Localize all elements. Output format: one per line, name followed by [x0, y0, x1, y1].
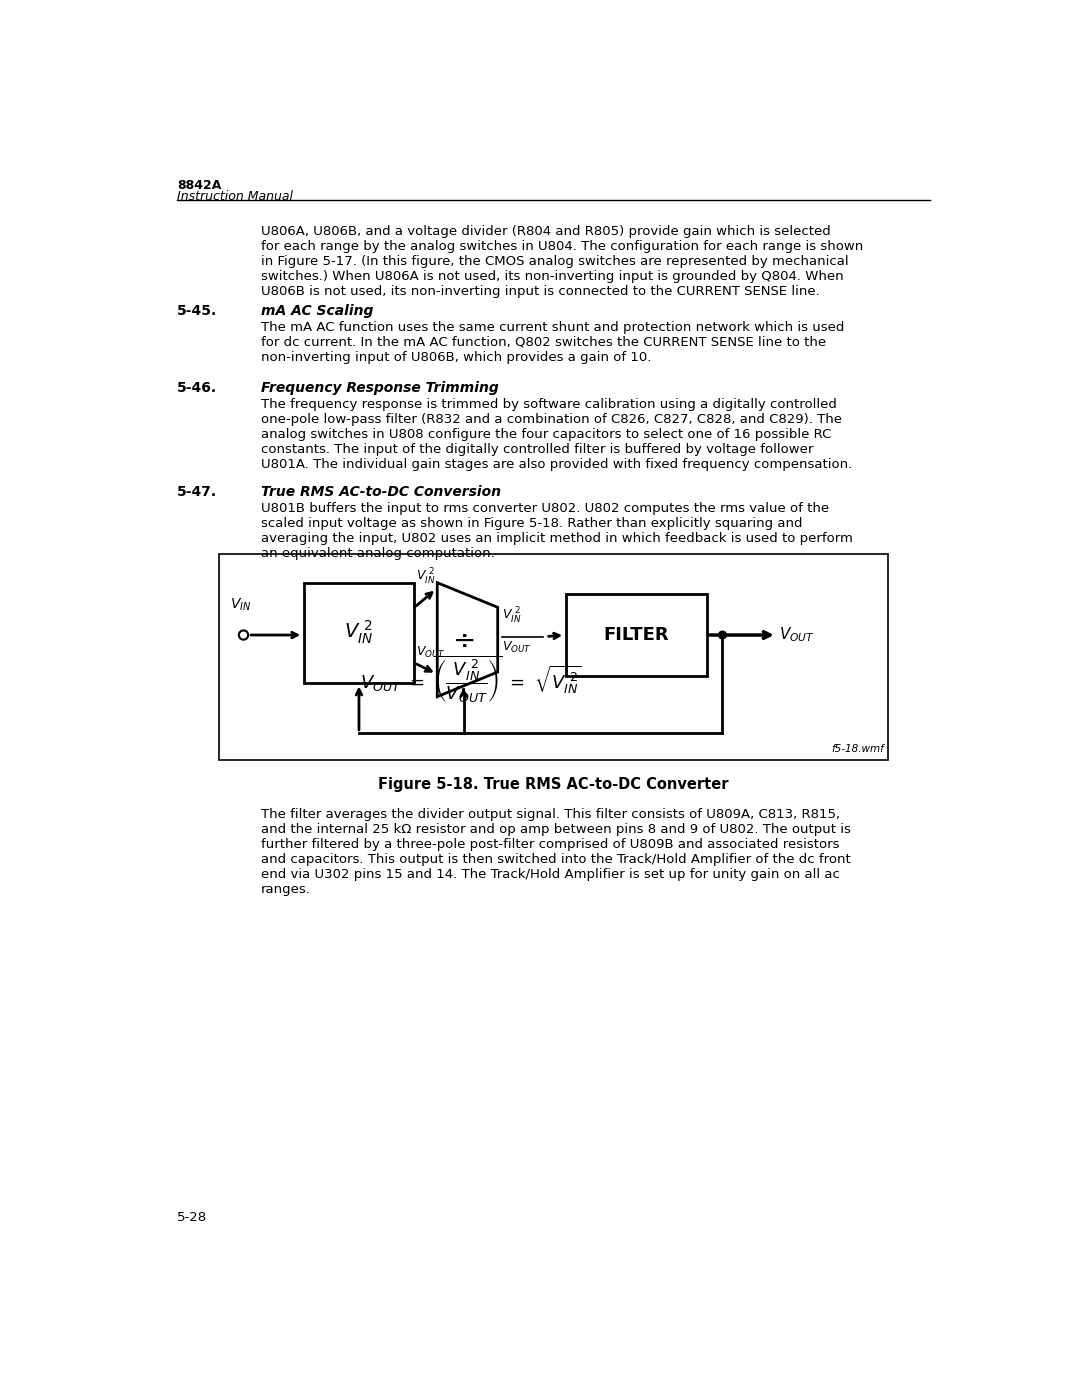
- Text: for each range by the analog switches in U804. The configuration for each range : for each range by the analog switches in…: [260, 240, 863, 253]
- Text: $V_{IN}^{\ 2}$: $V_{IN}^{\ 2}$: [502, 606, 522, 626]
- Text: an equivalent analog computation.: an equivalent analog computation.: [260, 546, 495, 560]
- Circle shape: [718, 631, 727, 638]
- Text: 5-46.: 5-46.: [177, 381, 217, 395]
- Bar: [303, 583, 414, 683]
- Text: $V_{OUT}$: $V_{OUT}$: [779, 626, 815, 644]
- Text: $V_{IN}^{\ 2}$: $V_{IN}^{\ 2}$: [345, 619, 374, 647]
- Text: $\div$: $\div$: [453, 626, 475, 654]
- Text: and the internal 25 kΩ resistor and op amp between pins 8 and 9 of U802. The out: and the internal 25 kΩ resistor and op a…: [260, 823, 850, 835]
- Bar: [566, 594, 707, 676]
- Text: $V_{OUT}$: $V_{OUT}$: [416, 644, 446, 659]
- Text: True RMS AC-to-DC Conversion: True RMS AC-to-DC Conversion: [260, 485, 500, 499]
- Text: f5-18.wmf: f5-18.wmf: [831, 743, 883, 753]
- Text: FILTER: FILTER: [604, 626, 670, 644]
- Text: $V_{IN}^{\ 2}$: $V_{IN}^{\ 2}$: [416, 566, 435, 587]
- Bar: [218, 555, 888, 760]
- Text: averaging the input, U802 uses an implicit method in which feedback is used to p: averaging the input, U802 uses an implic…: [260, 532, 852, 545]
- Text: Figure 5-18. True RMS AC-to-DC Converter: Figure 5-18. True RMS AC-to-DC Converter: [378, 777, 729, 792]
- Text: non-inverting input of U806B, which provides a gain of 10.: non-inverting input of U806B, which prov…: [260, 351, 651, 363]
- Text: end via U302 pins 15 and 14. The Track/Hold Amplifier is set up for unity gain o: end via U302 pins 15 and 14. The Track/H…: [260, 868, 839, 880]
- Text: U801A. The individual gain stages are also provided with fixed frequency compens: U801A. The individual gain stages are al…: [260, 458, 852, 471]
- Text: one-pole low-pass filter (R832 and a combination of C826, C827, C828, and C829).: one-pole low-pass filter (R832 and a com…: [260, 414, 841, 426]
- Text: switches.) When U806A is not used, its non-inverting input is grounded by Q804. : switches.) When U806A is not used, its n…: [260, 271, 843, 284]
- Text: in Figure 5-17. (In this figure, the CMOS analog switches are represented by mec: in Figure 5-17. (In this figure, the CMO…: [260, 256, 848, 268]
- Text: U806A, U806B, and a voltage divider (R804 and R805) provide gain which is select: U806A, U806B, and a voltage divider (R80…: [260, 225, 831, 239]
- Text: The filter averages the divider output signal. This filter consists of U809A, C8: The filter averages the divider output s…: [260, 807, 839, 820]
- Text: analog switches in U808 configure the four capacitors to select one of 16 possib: analog switches in U808 configure the fo…: [260, 427, 831, 441]
- Text: mA AC Scaling: mA AC Scaling: [260, 305, 373, 319]
- Text: U801B buffers the input to rms converter U802. U802 computes the rms value of th: U801B buffers the input to rms converter…: [260, 502, 828, 515]
- Text: constants. The input of the digitally controlled filter is buffered by voltage f: constants. The input of the digitally co…: [260, 443, 813, 455]
- Text: Instruction Manual: Instruction Manual: [177, 190, 293, 203]
- Text: ranges.: ranges.: [260, 883, 310, 895]
- Text: 8842A: 8842A: [177, 179, 221, 193]
- Text: The frequency response is trimmed by software calibration using a digitally cont: The frequency response is trimmed by sof…: [260, 398, 836, 411]
- Text: The mA AC function uses the same current shunt and protection network which is u: The mA AC function uses the same current…: [260, 321, 843, 334]
- Text: $V_{OUT}$: $V_{OUT}$: [502, 640, 532, 655]
- Text: and capacitors. This output is then switched into the Track/Hold Amplifier of th: and capacitors. This output is then swit…: [260, 852, 850, 866]
- Text: 5-47.: 5-47.: [177, 485, 217, 499]
- Text: U806B is not used, its non-inverting input is connected to the CURRENT SENSE lin: U806B is not used, its non-inverting inp…: [260, 285, 820, 299]
- Text: 5-28: 5-28: [177, 1211, 207, 1224]
- Text: $V_{IN}$: $V_{IN}$: [230, 597, 251, 613]
- Text: $V_{OUT}\ =\ \overline{\left(\dfrac{V_{IN}^{\ 2}}{V_{OUT}}\right)}\ =\ \sqrt{V_{: $V_{OUT}\ =\ \overline{\left(\dfrac{V_{I…: [360, 654, 582, 704]
- Text: for dc current. In the mA AC function, Q802 switches the CURRENT SENSE line to t: for dc current. In the mA AC function, Q…: [260, 335, 826, 349]
- Text: scaled input voltage as shown in Figure 5-18. Rather than explicitly squaring an: scaled input voltage as shown in Figure …: [260, 517, 802, 529]
- Text: Frequency Response Trimming: Frequency Response Trimming: [260, 381, 498, 395]
- Text: further filtered by a three-pole post-filter comprised of U809B and associated r: further filtered by a three-pole post-fi…: [260, 838, 839, 851]
- Text: 5-45.: 5-45.: [177, 305, 217, 319]
